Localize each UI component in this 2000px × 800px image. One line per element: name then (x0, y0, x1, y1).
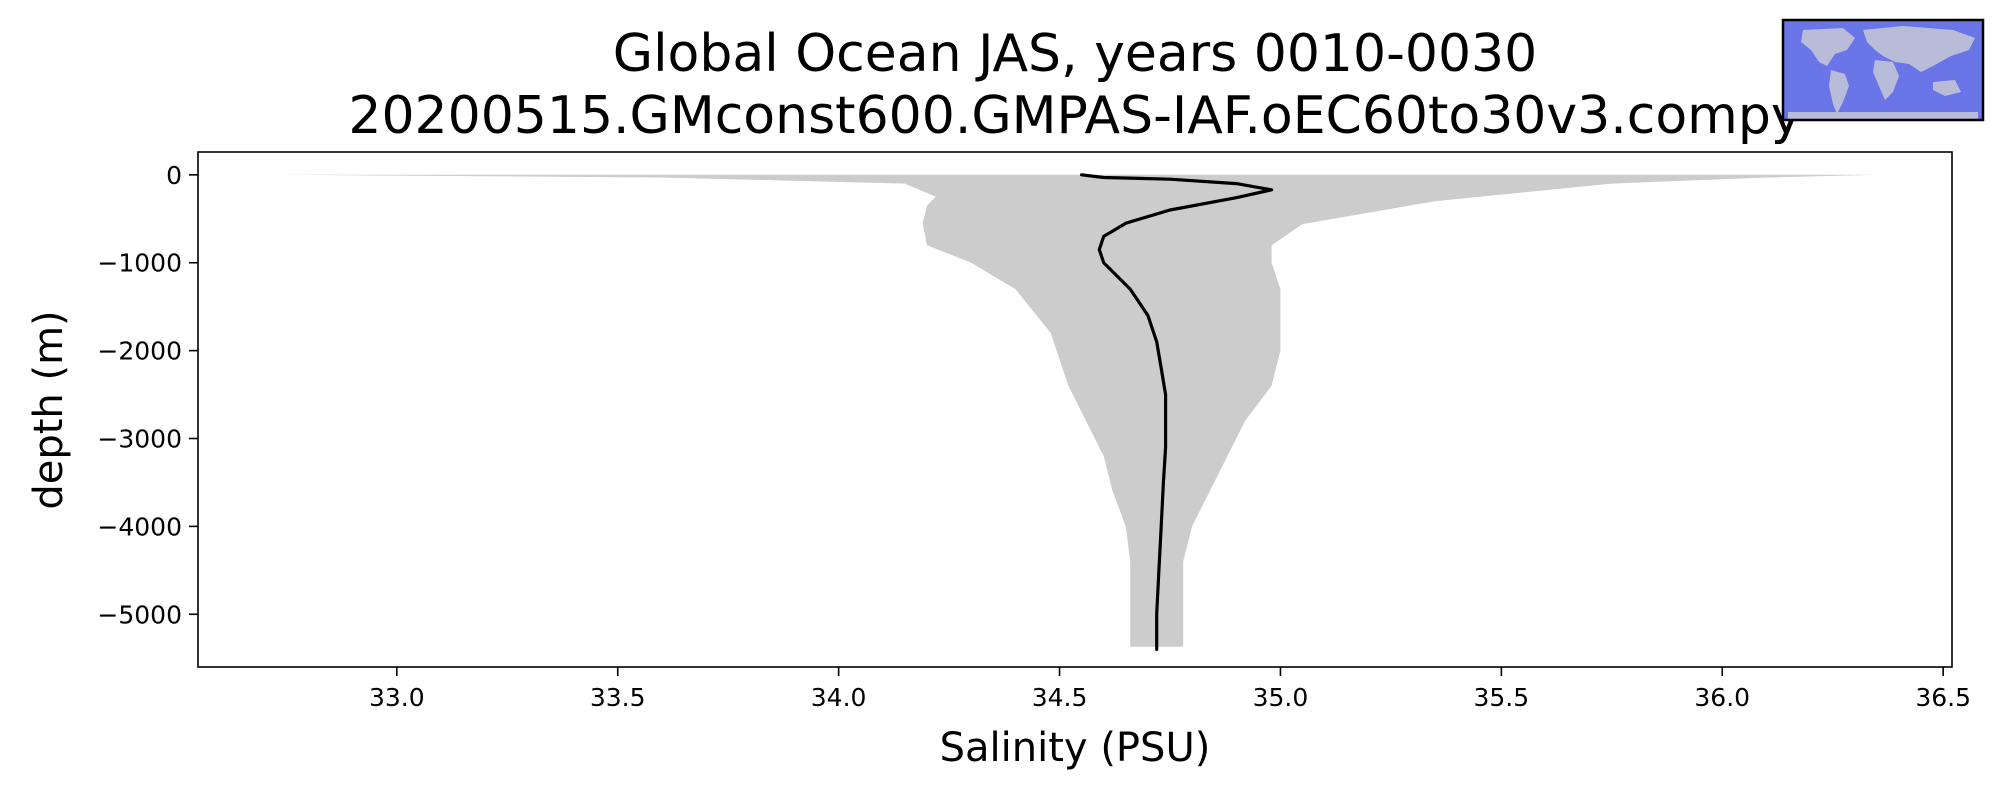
x-axis-ticks: 33.0 33.5 34.0 34.5 35.0 35.5 36.0 36.5 (369, 667, 1971, 712)
x-tick-label: 33.5 (590, 683, 646, 712)
x-tick-label: 36.0 (1694, 683, 1750, 712)
y-tick-label: −1000 (97, 249, 182, 278)
y-tick-label: −2000 (97, 337, 182, 366)
x-axis-label: Salinity (PSU) (940, 725, 1211, 771)
salinity-range-band (277, 174, 1877, 647)
inset-frame (1781, 18, 1985, 122)
y-tick-label: −3000 (97, 425, 182, 454)
region-inset-map (1781, 18, 1985, 122)
x-tick-label: 35.5 (1474, 683, 1530, 712)
plot-area (277, 173, 1877, 652)
chart-title-line-2: 20200515.GMconst600.GMPAS-IAF.oEC60to30v… (348, 86, 1801, 146)
x-tick-label: 35.0 (1253, 683, 1309, 712)
y-axis-ticks: 0 −1000 −2000 −3000 −4000 −5000 (97, 161, 198, 629)
inset-land (1788, 26, 1978, 120)
plot-frame (197, 151, 1953, 668)
x-tick-label: 34.0 (811, 683, 867, 712)
mean-salinity-line (1079, 173, 1274, 652)
y-axis-label: depth (m) (26, 310, 72, 509)
x-tick-label: 36.5 (1915, 683, 1971, 712)
y-tick-label: 0 (166, 161, 182, 190)
x-tick-label: 34.5 (1032, 683, 1088, 712)
x-tick-label: 33.0 (369, 683, 425, 712)
y-tick-label: −5000 (97, 600, 182, 629)
y-tick-label: −4000 (97, 512, 182, 541)
chart-title-line-1: Global Ocean JAS, years 0010-0030 (613, 24, 1537, 84)
